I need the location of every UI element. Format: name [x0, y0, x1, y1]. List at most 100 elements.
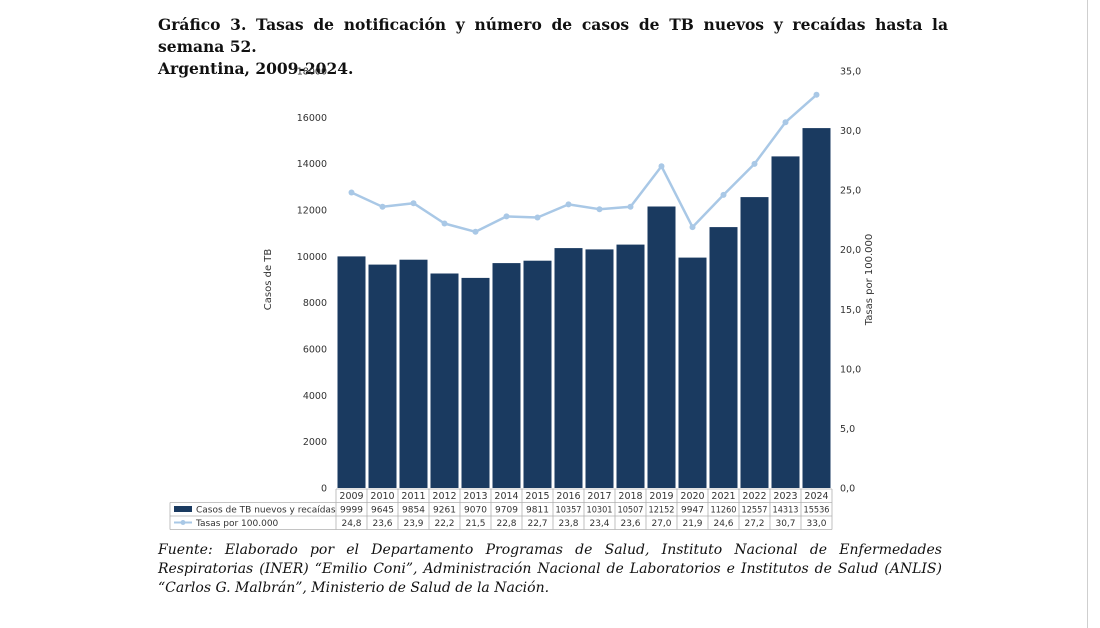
y-tick-label: 12000: [297, 206, 327, 217]
chart-title-line-2: Argentina, 2009-2024.: [158, 59, 354, 78]
bar-value-label-2022: 12557: [742, 506, 768, 516]
rate-point-2017: [596, 206, 603, 213]
rate-point-2010: [379, 203, 386, 210]
bar-value-label-2017: 10301: [587, 506, 613, 516]
y-tick-label: 4000: [303, 391, 327, 402]
y2-tick-label: 15,0: [840, 305, 861, 316]
bar-2016: [554, 248, 583, 488]
legend-line-label: Tasas por 100.000: [195, 519, 279, 529]
bar-2021: [709, 227, 738, 488]
bar-2011: [399, 259, 428, 488]
rate-point-2022: [751, 160, 758, 167]
rate-value-label-2011: 23,9: [403, 519, 423, 529]
rate-point-2018: [627, 203, 634, 210]
x-tick-label-2015: 2015: [525, 491, 549, 502]
x-tick-label-2023: 2023: [773, 491, 797, 502]
bar-value-label-2010: 9645: [371, 506, 394, 516]
bar-value-label-2018: 10507: [618, 506, 644, 516]
bar-2018: [616, 244, 645, 488]
bar-value-label-2015: 9811: [526, 506, 549, 516]
bar-2010: [368, 264, 397, 488]
y2-tick-label: 5,0: [840, 424, 855, 435]
rate-value-label-2010: 23,6: [372, 519, 392, 529]
rate-value-label-2022: 27,2: [744, 519, 764, 529]
bar-2019: [647, 206, 676, 488]
x-tick-label-2024: 2024: [804, 491, 828, 502]
axes-layer: 0 2000 4000 6000 8000 10000 12000 14000 16000 180…: [263, 67, 875, 495]
rate-value-label-2014: 22,8: [496, 519, 516, 529]
x-tick-label-2013: 2013: [463, 491, 487, 502]
bar-2014: [492, 263, 521, 488]
y2-tick-label: 20,0: [840, 245, 861, 256]
data-table: 2009 2010 2011 2012 2013 2014 2015 2016 2017 2018…: [169, 488, 833, 530]
rate-value-label-2021: 24,6: [713, 519, 733, 529]
bar-value-label-2024: 15536: [804, 506, 830, 516]
x-tick-label-2009: 2009: [339, 491, 363, 502]
y-axis-label: Casos de TB: [263, 249, 274, 311]
x-tick-label-2010: 2010: [370, 491, 394, 502]
chart-title: Gráfico 3. Tasas de notificación y númer…: [158, 14, 948, 80]
bar-2009: [337, 256, 366, 488]
bar-value-label-2014: 9709: [495, 506, 518, 516]
legend-line-marker: [180, 520, 186, 525]
bar-2023: [771, 156, 800, 488]
y-tick-label: 2000: [303, 437, 327, 448]
y2-axis-label: Tasas por 100.000: [864, 234, 875, 326]
rate-point-2011: [410, 200, 417, 207]
x-tick-label-2020: 2020: [680, 491, 704, 502]
rate-point-2020: [689, 224, 696, 231]
rate-point-2009: [348, 189, 355, 196]
rate-value-label-2018: 23,6: [620, 519, 640, 529]
rate-line-layer: [348, 91, 820, 235]
chart-title-line-1: Gráfico 3. Tasas de notificación y númer…: [158, 15, 948, 56]
bar-value-label-2013: 9070: [464, 506, 487, 516]
x-tick-label-2012: 2012: [432, 491, 456, 502]
y2-tick-label: 10,0: [840, 364, 861, 375]
rate-point-2023: [782, 119, 789, 126]
bar-2024: [802, 128, 831, 488]
bar-2022: [740, 197, 769, 488]
legend-bar-label: Casos de TB nuevos y recaídas: [196, 506, 336, 516]
bar-value-label-2021: 11260: [711, 506, 737, 516]
y-tick-label: 6000: [303, 345, 327, 356]
rate-value-label-2016: 23,8: [558, 519, 578, 529]
y-tick-label: 0: [321, 484, 327, 495]
rate-point-2019: [658, 163, 665, 170]
bars-layer: [337, 128, 831, 488]
x-tick-label-2011: 2011: [401, 491, 425, 502]
bar-value-label-2011: 9854: [402, 506, 425, 516]
rate-point-2024: [813, 91, 820, 98]
y2-tick-label: 30,0: [840, 126, 861, 137]
bar-2012: [430, 273, 459, 488]
bar-value-label-2012: 9261: [433, 506, 456, 516]
bar-2017: [585, 249, 614, 488]
y-tick-label: 8000: [303, 298, 327, 309]
x-tick-label-2016: 2016: [556, 491, 580, 502]
y-tick-label: 10000: [297, 252, 327, 263]
rate-value-label-2012: 22,2: [434, 519, 454, 529]
bar-2015: [523, 260, 552, 488]
rate-line: [350, 93, 818, 234]
rate-point-2013: [472, 228, 479, 235]
bar-value-label-2016: 10357: [556, 506, 582, 516]
bar-value-label-2019: 12152: [649, 506, 675, 516]
x-tick-label-2017: 2017: [587, 491, 611, 502]
bar-2020: [678, 257, 707, 488]
rate-point-2021: [720, 191, 727, 198]
legend-bar-swatch: [174, 506, 192, 512]
bar-value-label-2020: 9947: [681, 506, 704, 516]
page-edge-rule: [1087, 0, 1088, 628]
rate-value-label-2017: 23,4: [589, 519, 609, 529]
rate-value-label-2024: 33,0: [806, 519, 826, 529]
y-tick-label: 14000: [297, 159, 327, 170]
y2-tick-label: 25,0: [840, 186, 861, 197]
rate-value-label-2013: 21,5: [465, 519, 485, 529]
rate-value-label-2019: 27,0: [651, 519, 671, 529]
source-note: Fuente: Elaborado por el Departamento Pr…: [158, 542, 942, 596]
x-tick-label-2022: 2022: [742, 491, 766, 502]
rate-point-2016: [565, 201, 572, 208]
y2-tick-label: 0,0: [840, 484, 855, 495]
x-tick-label-2014: 2014: [494, 491, 518, 502]
x-tick-label-2018: 2018: [618, 491, 642, 502]
rate-point-2015: [534, 214, 541, 221]
